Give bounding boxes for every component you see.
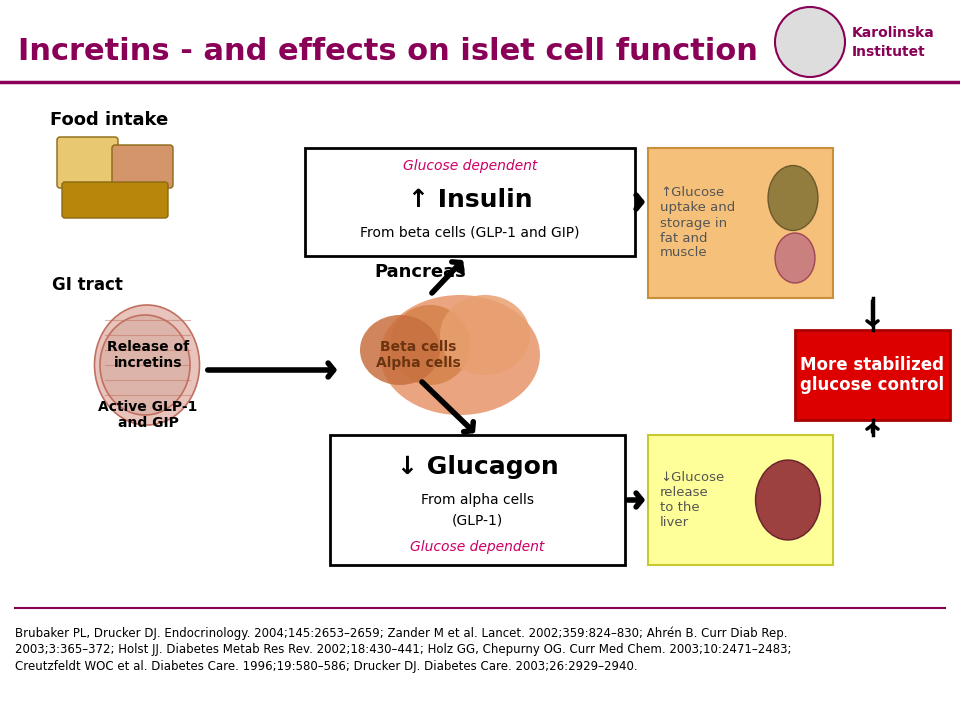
FancyBboxPatch shape: [648, 148, 833, 298]
Text: Active GLP-1
and GIP: Active GLP-1 and GIP: [98, 400, 198, 430]
Text: Food intake: Food intake: [50, 111, 168, 129]
FancyBboxPatch shape: [62, 182, 168, 218]
FancyBboxPatch shape: [648, 435, 833, 565]
Text: Glucose dependent: Glucose dependent: [403, 159, 538, 173]
Text: Institutet: Institutet: [852, 45, 925, 59]
Text: Creutzfeldt WOC et al. Diabetes Care. 1996;19:580–586; Drucker DJ. Diabetes Care: Creutzfeldt WOC et al. Diabetes Care. 19…: [15, 660, 637, 673]
Circle shape: [775, 7, 845, 77]
FancyBboxPatch shape: [305, 148, 635, 256]
Text: Release of
incretins: Release of incretins: [107, 340, 189, 370]
Text: Brubaker PL, Drucker DJ. Endocrinology. 2004;145:2653–2659; Zander M et al. Lanc: Brubaker PL, Drucker DJ. Endocrinology. …: [15, 626, 787, 640]
Ellipse shape: [380, 295, 540, 415]
Ellipse shape: [768, 165, 818, 231]
Ellipse shape: [360, 315, 440, 385]
Text: ↓ Glucagon: ↓ Glucagon: [396, 455, 559, 479]
Text: GI tract: GI tract: [52, 276, 123, 294]
Text: More stabilized
glucose control: More stabilized glucose control: [801, 356, 945, 394]
Text: From beta cells (GLP-1 and GIP): From beta cells (GLP-1 and GIP): [360, 225, 580, 239]
Ellipse shape: [440, 295, 530, 375]
Text: ↑Glucose
uptake and
storage in
fat and
muscle: ↑Glucose uptake and storage in fat and m…: [660, 186, 735, 259]
Text: Incretins - and effects on islet cell function: Incretins - and effects on islet cell fu…: [18, 37, 757, 67]
FancyBboxPatch shape: [112, 145, 173, 188]
Text: Beta cells
Alpha cells: Beta cells Alpha cells: [375, 340, 461, 370]
Ellipse shape: [94, 305, 200, 425]
Text: (GLP-1): (GLP-1): [452, 513, 503, 527]
Ellipse shape: [100, 315, 190, 415]
FancyBboxPatch shape: [57, 137, 118, 188]
Text: ↓Glucose
release
to the
liver: ↓Glucose release to the liver: [660, 471, 724, 529]
Ellipse shape: [390, 305, 470, 385]
Text: ↑ Insulin: ↑ Insulin: [408, 188, 532, 212]
Ellipse shape: [775, 233, 815, 283]
Text: Karolinska: Karolinska: [852, 26, 935, 40]
FancyBboxPatch shape: [330, 435, 625, 565]
Text: Pancreas: Pancreas: [374, 263, 466, 281]
Text: Glucose dependent: Glucose dependent: [410, 540, 544, 554]
Ellipse shape: [756, 460, 821, 540]
Text: 2003;3:365–372; Holst JJ. Diabetes Metab Res Rev. 2002;18:430–441; Holz GG, Chep: 2003;3:365–372; Holst JJ. Diabetes Metab…: [15, 643, 791, 656]
Text: From alpha cells: From alpha cells: [421, 493, 534, 507]
FancyBboxPatch shape: [795, 330, 950, 420]
